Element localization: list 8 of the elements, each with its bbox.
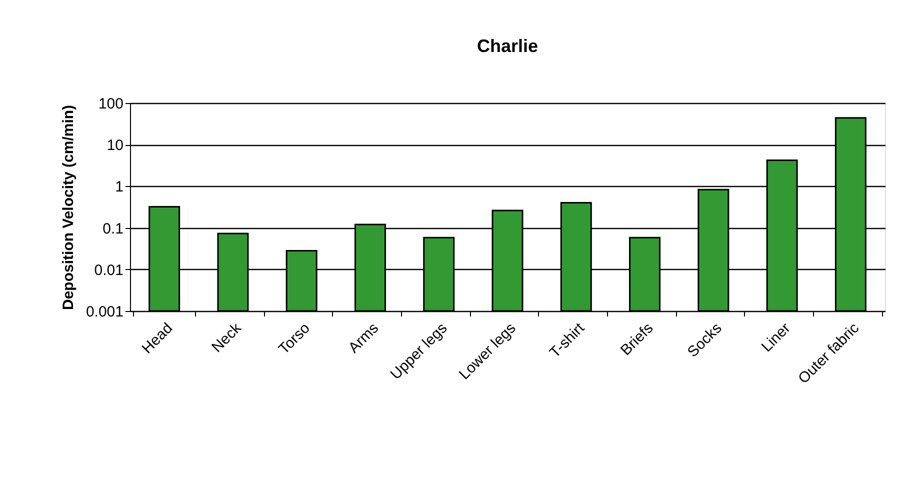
y-tick-label: 100 [98,96,124,112]
y-tick-label: 10 [106,137,124,154]
y-tick-label: 0.001 [86,304,124,320]
y-tick-label: 1 [115,178,124,196]
chart-title: Charlie [476,36,538,56]
y-tick-label: 0.01 [94,262,124,279]
y-axis-title: Deposition Velocity (cm/min) [60,104,77,310]
y-tick-label: 0.1 [102,220,124,238]
